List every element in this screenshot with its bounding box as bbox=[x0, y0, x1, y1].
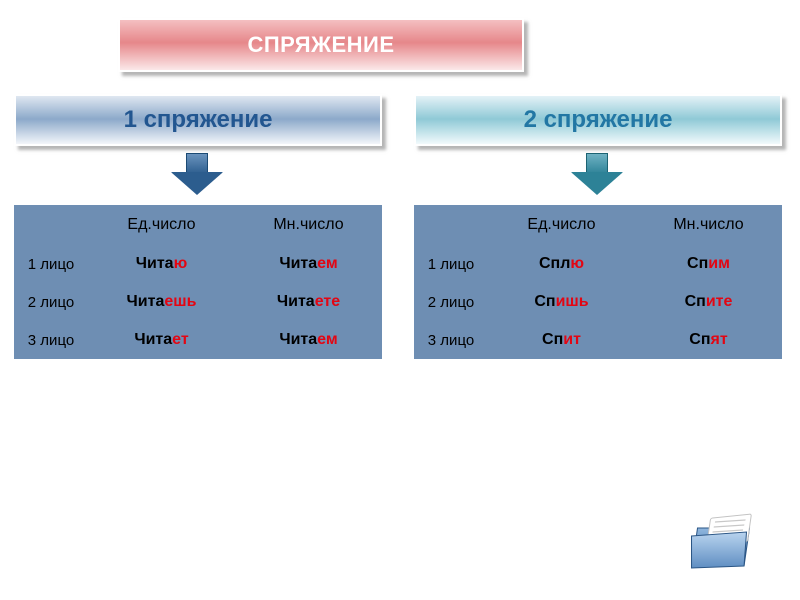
word-suffix: ишь bbox=[556, 293, 589, 311]
table-cell: Читаем bbox=[235, 245, 382, 283]
row-label: 3 лицо bbox=[14, 321, 88, 359]
table-cell: Сплю bbox=[488, 245, 635, 283]
word-suffix: ете bbox=[315, 293, 340, 311]
table-cell: Читаете bbox=[235, 283, 382, 321]
table-corner bbox=[14, 205, 88, 245]
row-label: 3 лицо bbox=[414, 321, 488, 359]
word-suffix: ем bbox=[317, 331, 338, 349]
table-cell: Спим bbox=[635, 245, 782, 283]
col-header-singular: Ед.число bbox=[488, 205, 635, 245]
conjugation-1-title-box: 1 спряжение bbox=[14, 94, 382, 146]
word-stem: Чита bbox=[136, 255, 174, 273]
arrow-down-icon bbox=[572, 153, 622, 197]
word-suffix: ите bbox=[706, 293, 733, 311]
word-stem: Спл bbox=[539, 255, 570, 273]
arrow-down-icon bbox=[172, 153, 222, 197]
col-header-singular: Ед.число bbox=[88, 205, 235, 245]
table-cell: Читаешь bbox=[88, 283, 235, 321]
word-stem: Чита bbox=[277, 293, 315, 311]
word-stem: Чита bbox=[134, 331, 172, 349]
word-stem: Чита bbox=[279, 255, 317, 273]
conjugation-2-table: Ед.число Мн.число 1 лицо Сплю Спим 2 лиц… bbox=[414, 205, 782, 359]
row-label: 1 лицо bbox=[414, 245, 488, 283]
table-cell: Спят bbox=[635, 321, 782, 359]
word-stem: Сп bbox=[689, 331, 710, 349]
table-cell: Читает bbox=[88, 321, 235, 359]
folder-notes-icon bbox=[686, 510, 760, 572]
table-cell: Спишь bbox=[488, 283, 635, 321]
conjugation-1-table: Ед.число Мн.число 1 лицо Читаю Читаем 2 … bbox=[14, 205, 382, 359]
main-title-box: СПРЯЖЕНИЕ bbox=[118, 18, 524, 72]
conjugation-2-title-text: 2 спряжение bbox=[524, 106, 673, 134]
word-suffix: ит bbox=[563, 331, 581, 349]
col-header-plural: Мн.число bbox=[235, 205, 382, 245]
table-cell: Читаю bbox=[88, 245, 235, 283]
table-cell: Спите bbox=[635, 283, 782, 321]
row-label: 2 лицо bbox=[414, 283, 488, 321]
table-corner bbox=[414, 205, 488, 245]
main-title-text: СПРЯЖЕНИЕ bbox=[247, 32, 394, 58]
word-stem: Сп bbox=[534, 293, 555, 311]
word-suffix: ем bbox=[317, 255, 338, 273]
word-suffix: ет bbox=[172, 331, 189, 349]
word-suffix: ю bbox=[570, 255, 584, 273]
row-label: 1 лицо bbox=[14, 245, 88, 283]
word-suffix: ешь bbox=[164, 293, 196, 311]
word-stem: Сп bbox=[685, 293, 706, 311]
word-suffix: ят bbox=[711, 331, 728, 349]
word-stem: Чита bbox=[127, 293, 165, 311]
table-cell: Спит bbox=[488, 321, 635, 359]
word-stem: Чита bbox=[279, 331, 317, 349]
conjugation-1-title-text: 1 спряжение bbox=[124, 106, 273, 134]
word-stem: Сп bbox=[542, 331, 563, 349]
table-cell: Читаем bbox=[235, 321, 382, 359]
conjugation-2-title-box: 2 спряжение bbox=[414, 94, 782, 146]
word-suffix: ю bbox=[174, 255, 188, 273]
word-suffix: им bbox=[708, 255, 730, 273]
col-header-plural: Мн.число bbox=[635, 205, 782, 245]
word-stem: Сп bbox=[687, 255, 708, 273]
row-label: 2 лицо bbox=[14, 283, 88, 321]
